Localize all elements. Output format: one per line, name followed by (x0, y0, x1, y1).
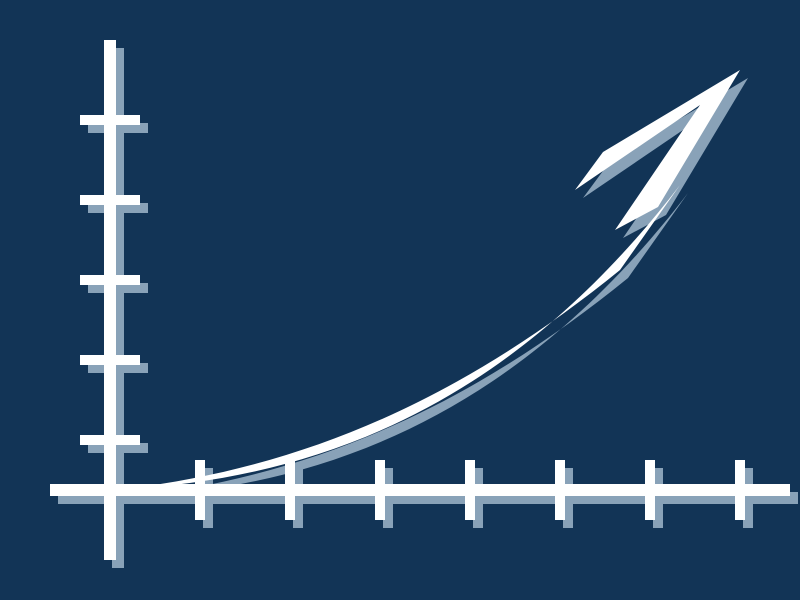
chart-svg (0, 0, 800, 600)
growth-chart-infographic (0, 0, 800, 600)
